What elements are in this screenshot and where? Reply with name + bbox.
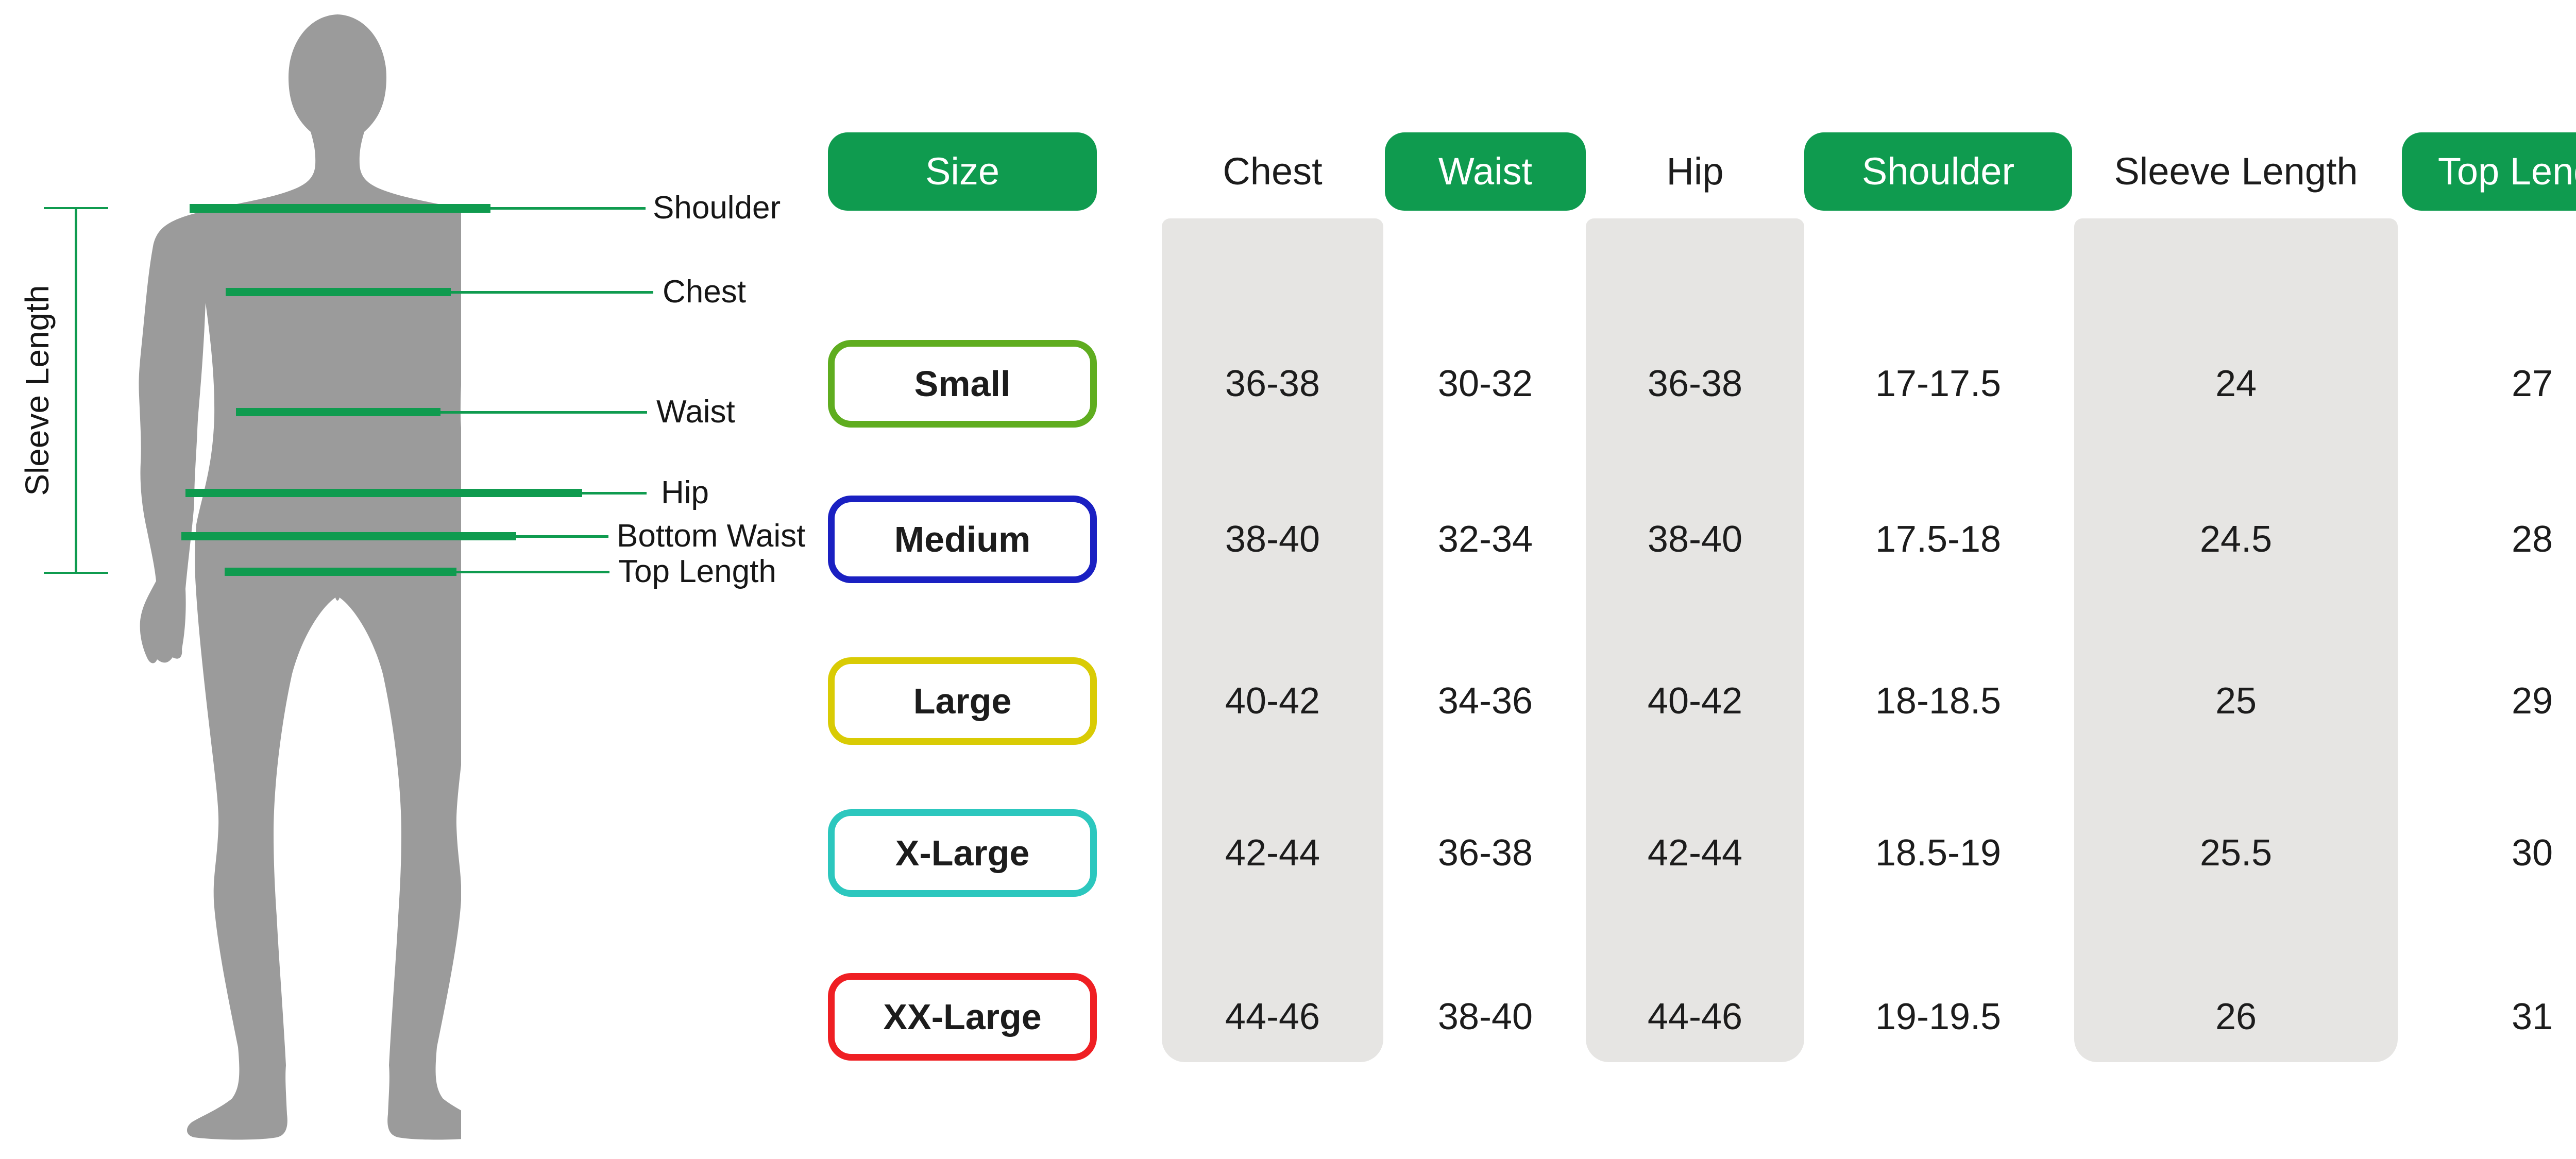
cell-small-sleeve-length: 24	[2215, 363, 2257, 404]
size-button-x-large[interactable]: X-Large	[828, 809, 1097, 897]
sleeve-length-bracket	[75, 208, 77, 573]
size-button-label: Small	[914, 364, 1011, 404]
cell-medium-top-length: 28	[2511, 519, 2553, 560]
header-shoulder: Shoulder	[1804, 132, 2072, 211]
sleeve-length-column-background	[2074, 218, 2398, 1062]
header-hip: Hip	[1586, 132, 1804, 211]
sleeve-length-label: Sleeve Length	[19, 285, 56, 496]
cell-large-sleeve-length: 25	[2215, 680, 2257, 722]
cell-x-large-sleeve-length: 25.5	[2199, 832, 2273, 874]
shoulder-line	[190, 204, 490, 213]
cell-xx-large-hip: 44-46	[1647, 996, 1743, 1037]
shoulder-label: Shoulder	[653, 190, 781, 226]
chest-column-background	[1162, 218, 1383, 1062]
cell-large-chest: 40-42	[1225, 680, 1320, 722]
chest-line-extension	[449, 291, 653, 294]
cell-small-hip: 36-38	[1647, 363, 1743, 404]
cell-xx-large-waist: 38-40	[1437, 996, 1533, 1037]
body-silhouette	[139, 14, 461, 1140]
hip-label: Hip	[661, 475, 709, 510]
waist-line-extension	[439, 411, 647, 414]
cell-small-waist: 30-32	[1437, 363, 1533, 404]
hip-column-background	[1586, 218, 1804, 1062]
size-button-xx-large[interactable]: XX-Large	[828, 973, 1097, 1061]
top-length-line-extension	[455, 571, 609, 573]
cell-xx-large-sleeve-length: 26	[2215, 996, 2257, 1037]
bottom-waist-line-extension	[515, 535, 608, 538]
chest-line	[226, 288, 451, 296]
size-button-large[interactable]: Large	[828, 657, 1097, 745]
size-button-label: XX-Large	[883, 997, 1042, 1037]
bottom-waist-line	[181, 532, 516, 540]
cell-x-large-hip: 42-44	[1647, 832, 1743, 874]
cell-x-large-chest: 42-44	[1225, 832, 1320, 874]
header-top-length: Top Length	[2402, 132, 2576, 211]
hip-line	[185, 489, 582, 497]
header-size: Size	[828, 132, 1097, 211]
cell-xx-large-chest: 44-46	[1225, 996, 1320, 1037]
cell-large-waist: 34-36	[1437, 680, 1533, 722]
waist-label: Waist	[656, 394, 735, 430]
sleeve-length-bracket-bottom-cap	[44, 572, 108, 574]
size-button-small[interactable]: Small	[828, 340, 1097, 428]
shoulder-line-extension	[489, 207, 646, 210]
top-length-label: Top Length	[618, 554, 776, 589]
top-length-line	[225, 568, 456, 576]
hip-line-extension	[581, 492, 647, 495]
cell-large-hip: 40-42	[1647, 680, 1743, 722]
header-sleeve-length: Sleeve Length	[2074, 132, 2398, 211]
size-button-label: X-Large	[895, 833, 1030, 873]
cell-large-shoulder: 18-18.5	[1875, 680, 2002, 722]
size-button-medium[interactable]: Medium	[828, 496, 1097, 583]
waist-line	[236, 408, 440, 416]
cell-x-large-top-length: 30	[2511, 832, 2553, 874]
cell-xx-large-shoulder: 19-19.5	[1875, 996, 2002, 1037]
size-button-label: Medium	[894, 519, 1031, 559]
cell-small-chest: 36-38	[1225, 363, 1320, 404]
cell-medium-waist: 32-34	[1437, 519, 1533, 560]
cell-medium-shoulder: 17.5-18	[1875, 519, 2002, 560]
chest-label: Chest	[663, 274, 746, 310]
cell-medium-sleeve-length: 24.5	[2199, 519, 2273, 560]
cell-small-top-length: 27	[2511, 363, 2553, 404]
cell-small-shoulder: 17-17.5	[1875, 363, 2002, 404]
bottom-waist-label: Bottom Waist	[617, 518, 806, 554]
body-silhouette-path	[139, 14, 461, 1140]
cell-medium-chest: 38-40	[1225, 519, 1320, 560]
cell-x-large-shoulder: 18.5-19	[1875, 832, 2002, 874]
header-chest: Chest	[1162, 132, 1383, 211]
cell-x-large-waist: 36-38	[1437, 832, 1533, 874]
header-waist: Waist	[1385, 132, 1586, 211]
cell-medium-hip: 38-40	[1647, 519, 1743, 560]
size-button-label: Large	[913, 681, 1012, 721]
sleeve-length-bracket-top-cap	[44, 207, 108, 209]
cell-xx-large-top-length: 31	[2511, 996, 2553, 1037]
cell-large-top-length: 29	[2511, 680, 2553, 722]
